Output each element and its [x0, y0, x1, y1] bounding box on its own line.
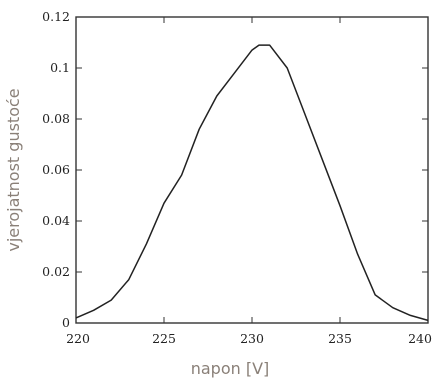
x-tick-label: 240: [408, 331, 432, 346]
x-tick-label: 235: [328, 331, 352, 346]
y-tick-label: 0.04: [42, 213, 70, 228]
density-curve: [75, 44, 429, 322]
x-axis-title: napon [V]: [191, 359, 270, 378]
tick-labels: 220 225 230 235 240 0 0.02 0.04 0.06 0.08 0.1 0.12: [42, 9, 432, 346]
y-tick-label: 0.06: [42, 162, 70, 177]
x-tick-label: 230: [240, 331, 264, 346]
y-tick-label: 0.02: [42, 264, 70, 279]
plot-frame: [75, 16, 429, 324]
y-axis-title: vjerojatnost gustoće: [4, 88, 23, 251]
ticks: [75, 16, 429, 324]
y-tick-label: 0.08: [42, 111, 70, 126]
x-tick-label: 225: [152, 331, 176, 346]
y-tick-label: 0.1: [50, 60, 70, 75]
y-tick-label: 0: [62, 315, 70, 330]
y-tick-label: 0.12: [42, 9, 70, 24]
x-tick-label: 220: [66, 331, 90, 346]
